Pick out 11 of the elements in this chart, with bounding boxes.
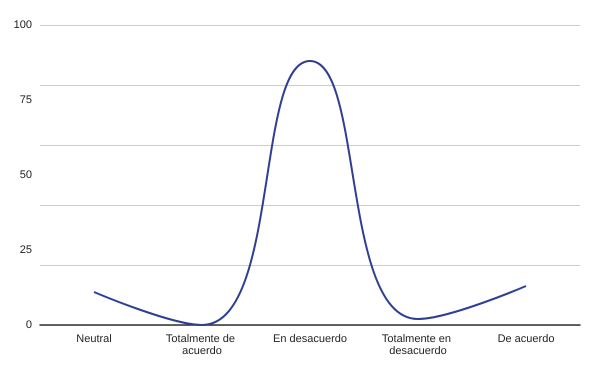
y-tick-label: 50	[20, 169, 32, 181]
y-tick-label: 25	[20, 244, 32, 256]
x-tick-label: En desacuerdo	[273, 333, 347, 345]
y-tick-label: 0	[26, 319, 32, 331]
x-tick-label: Totalmente en desacuerdo	[382, 333, 454, 357]
line-series	[93, 60, 527, 326]
x-tick-label: Neutral	[76, 333, 112, 345]
y-tick-label: 75	[20, 94, 32, 106]
x-tick-label: De acuerdo	[498, 333, 554, 345]
x-tick-label: Totalmente de acuerdo	[166, 333, 238, 357]
y-tick-label: 100	[14, 19, 32, 31]
